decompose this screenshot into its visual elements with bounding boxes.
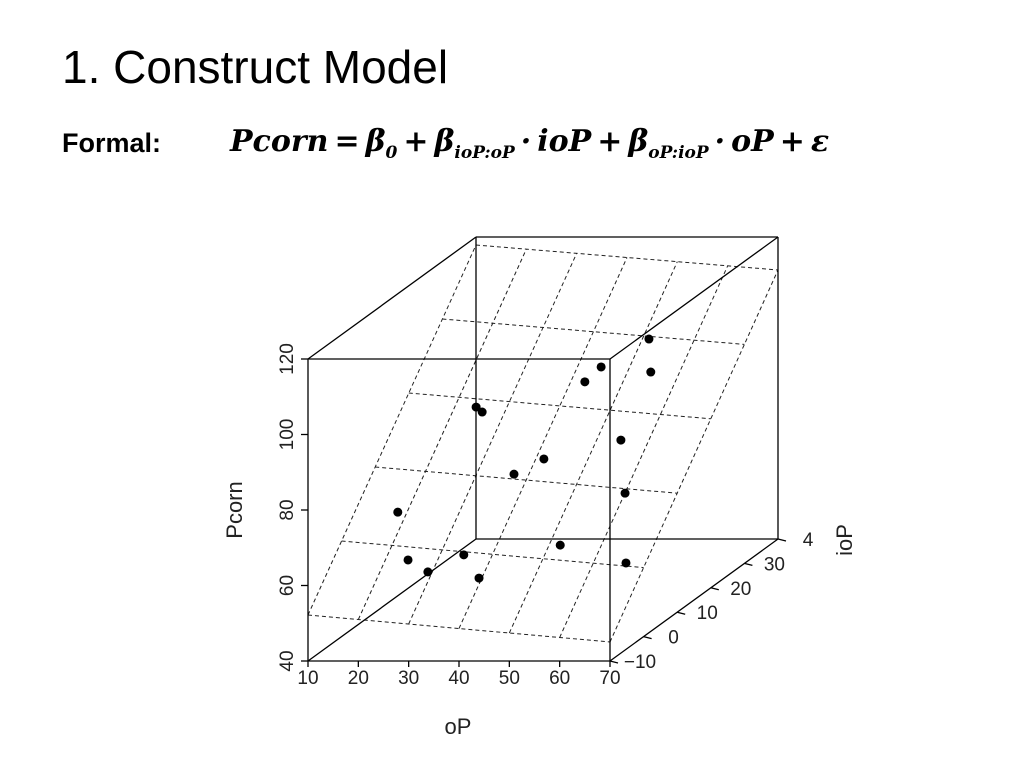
data-point xyxy=(393,507,403,517)
plane-grid xyxy=(357,248,527,620)
formula-part: ioP xyxy=(537,124,592,159)
z-tick-label: 100 xyxy=(277,419,298,451)
formula-part: β xyxy=(434,124,455,159)
x-tick-label: 70 xyxy=(599,668,620,689)
y-axis-label: ioP xyxy=(832,524,857,556)
data-point xyxy=(616,435,626,445)
formula-part: + xyxy=(403,124,429,159)
formula-part: β xyxy=(365,124,386,159)
x-tick-label: 10 xyxy=(297,668,318,689)
formula-part: oP xyxy=(731,124,774,159)
data-point xyxy=(555,540,565,550)
plane-grid xyxy=(341,540,644,569)
plane-grid xyxy=(307,244,477,616)
data-point xyxy=(621,558,631,568)
formula-label: Formal: xyxy=(62,128,162,158)
data-point xyxy=(580,377,590,387)
z-tick-label: 120 xyxy=(277,343,298,375)
y-tick xyxy=(710,587,719,591)
formula-sub: ioP:oP xyxy=(454,143,515,163)
y-tick xyxy=(777,538,787,542)
formula-sub: oP:ioP xyxy=(648,143,709,163)
slide-title: 1. Construct Model xyxy=(62,41,449,93)
y-tick-label: 4 xyxy=(803,530,814,551)
data-point xyxy=(596,362,606,372)
y-tick-label: 20 xyxy=(730,579,751,600)
z-axis-label: Pcorn xyxy=(222,481,247,538)
x-tick-label: 30 xyxy=(398,668,419,689)
box-edge xyxy=(609,236,779,360)
plane-grid xyxy=(475,244,779,271)
y-tick-label: 30 xyxy=(764,554,785,575)
formula-sub: 0 xyxy=(385,143,398,163)
formula-part: β xyxy=(628,124,649,159)
data-point xyxy=(477,407,487,417)
plane-grid xyxy=(408,392,711,420)
plane-grid xyxy=(559,265,729,638)
data-point xyxy=(459,550,469,560)
y-tick-label: 10 xyxy=(697,603,718,624)
y-tick-label: 0 xyxy=(668,628,679,649)
formula-part: · xyxy=(520,124,532,159)
data-point xyxy=(423,567,433,577)
data-point xyxy=(646,367,656,377)
plane-grid xyxy=(508,261,678,634)
z-tick-label: 80 xyxy=(277,499,298,520)
formula-part: ε xyxy=(810,124,830,159)
box-edge xyxy=(307,538,477,662)
formula-part: + xyxy=(779,124,805,159)
plane-grid xyxy=(609,269,779,643)
x-tick-label: 20 xyxy=(348,668,369,689)
box-edge xyxy=(307,236,477,360)
formula-part: Pcorn xyxy=(230,124,329,159)
z-tick-label: 40 xyxy=(277,650,298,671)
box-edge xyxy=(609,538,779,662)
plane-grid xyxy=(307,614,611,643)
x-tick-label: 50 xyxy=(499,668,520,689)
y-tick xyxy=(643,635,652,640)
y-tick xyxy=(677,611,686,615)
y-tick xyxy=(744,562,753,567)
y-tick-label: −10 xyxy=(624,652,656,673)
formula-part: + xyxy=(597,124,623,159)
data-point xyxy=(539,454,549,464)
x-tick-label: 60 xyxy=(549,668,570,689)
plane-grid xyxy=(375,466,678,494)
data-point xyxy=(403,555,413,565)
data-point xyxy=(620,488,630,498)
formula-part: · xyxy=(714,124,726,159)
plane-grid xyxy=(458,257,628,629)
plane-grid xyxy=(442,318,745,345)
plane-grid xyxy=(408,253,578,625)
data-point xyxy=(474,573,484,583)
formula: Pcorn = β0 + βioP:oP · ioP + βoP:ioP · oP + ε xyxy=(230,124,835,163)
data-point xyxy=(471,402,481,412)
data-point xyxy=(644,334,654,344)
data-point xyxy=(509,469,519,479)
x-tick-label: 40 xyxy=(448,668,469,689)
z-tick-label: 60 xyxy=(277,575,298,596)
formula-part: = xyxy=(334,124,360,159)
x-axis-label: oP xyxy=(445,714,472,739)
y-tick xyxy=(609,660,619,664)
